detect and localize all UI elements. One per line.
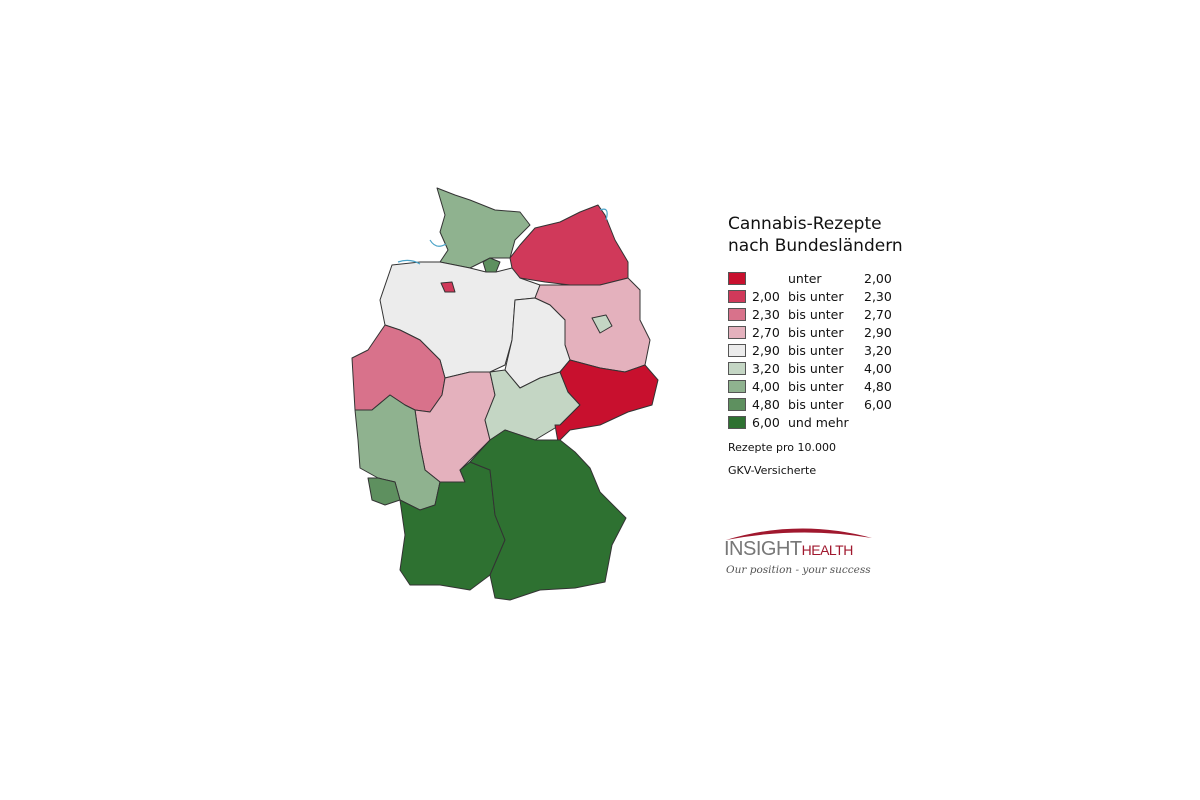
legend-to: 2,30 [864,288,892,304]
legend-item: 2,90 bis unter 3,20 [728,341,904,359]
legend-operator: bis unter [788,396,844,412]
legend-from: 2,30 [752,306,780,322]
legend-item: 2,70 bis unter 2,90 [728,323,904,341]
region-berlin [591,314,613,334]
legend-from: 2,90 [752,342,780,358]
coastline [397,208,608,265]
region-bayern [469,429,627,601]
insight-health-logo: INSIGHTHEALTH Our position - your succes… [724,522,874,582]
legend-swatch [728,307,746,321]
legend-unit-note-2: GKV-Versicherte [728,464,817,477]
legend-operator: unter [788,270,822,286]
legend-from: 4,00 [752,378,780,394]
legend-swatch [728,361,746,375]
legend-to: 6,00 [864,396,892,412]
legend-to: 2,70 [864,306,892,322]
logo-brand: INSIGHTHEALTH [724,538,853,560]
legend-item: 2,30 bis unter 2,70 [728,305,904,323]
legend-to: 2,90 [864,324,892,340]
legend-swatch [728,379,746,393]
legend-title: Cannabis-Rezepte nach Bundesländern [728,213,904,257]
legend-from: 3,20 [752,360,780,376]
legend-item: 4,00 bis unter 4,80 [728,377,904,395]
legend-swatch [728,397,746,411]
region-mecklenburg-vorpommern [509,204,629,286]
legend-unit-note: Rezepte pro 10.000 [728,441,836,454]
legend-operator: bis unter [788,360,844,376]
region-hamburg [482,257,501,273]
legend-from: 6,00 [752,414,780,430]
legend-title-line1: Cannabis-Rezepte [728,214,882,234]
region-saarland [367,477,401,506]
legend-to: 4,80 [864,378,892,394]
legend-item: 4,80 bis unter 6,00 [728,395,904,413]
legend-swatch [728,271,746,285]
legend-from: 4,80 [752,396,780,412]
legend-operator: bis unter [788,324,844,340]
region-bremen [440,281,456,293]
legend-swatch [728,325,746,339]
legend-operator: bis unter [788,306,844,322]
legend-to: 4,00 [864,360,892,376]
legend-from: 2,00 [752,288,780,304]
legend-to: 3,20 [864,342,892,358]
region-sachsen [554,359,659,443]
legend-item: unter 2,00 [728,269,904,287]
legend-item: 3,20 bis unter 4,00 [728,359,904,377]
legend: Cannabis-Rezepte nach Bundesländern unte… [728,213,904,477]
legend-operator: und mehr [788,414,849,430]
legend-swatch [728,415,746,429]
legend-from: 2,70 [752,324,780,340]
legend-swatch [728,289,746,303]
legend-item: 2,00 bis unter 2,30 [728,287,904,305]
legend-operator: bis unter [788,342,844,358]
legend-operator: bis unter [788,378,844,394]
legend-operator: bis unter [788,288,844,304]
legend-to: 2,00 [864,270,892,286]
legend-title-line2: nach Bundesländern [728,236,903,256]
legend-item: 6,00 und mehr [728,413,904,431]
legend-swatch [728,343,746,357]
logo-tagline: Our position - your success [726,564,871,576]
